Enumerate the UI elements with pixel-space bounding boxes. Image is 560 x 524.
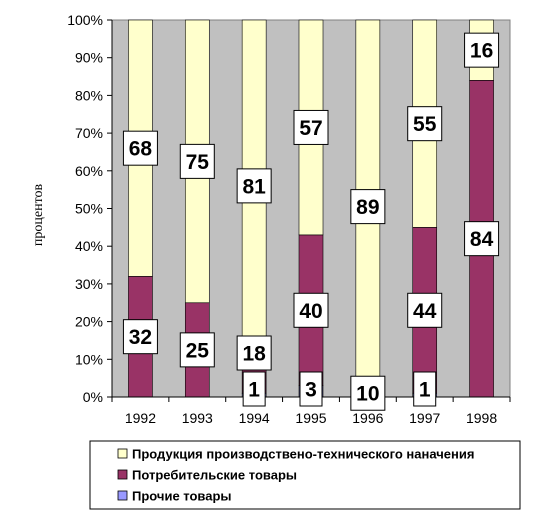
data-label-text: 57 <box>299 117 322 140</box>
x-axis-ticks: 1992 1993 1994 1995 1996 1997 1998 <box>111 397 511 426</box>
legend-label: Прочие товары <box>132 489 232 504</box>
data-label-1997-13: 1 <box>413 371 437 407</box>
y-tick-label: 0% <box>83 389 103 405</box>
data-label-1994-7: 81 <box>236 168 272 204</box>
y-tick-label: 10% <box>75 351 103 367</box>
data-label-box <box>293 109 329 145</box>
data-label-text: 89 <box>356 196 379 219</box>
legend-box <box>89 440 521 510</box>
data-label-box <box>236 168 272 204</box>
data-label-box <box>293 292 329 328</box>
data-label-text: 25 <box>186 339 210 362</box>
data-label-1998-17: 16 <box>464 32 500 68</box>
data-label-1996-12: 89 <box>350 189 386 225</box>
y-tick-label: 90% <box>75 50 103 66</box>
data-label-text: 68 <box>129 138 153 161</box>
x-tick-label: 1998 <box>466 410 497 426</box>
data-label-1998-16: 84 <box>464 221 500 257</box>
data-label-box <box>179 143 215 179</box>
data-label-text: 81 <box>242 175 266 198</box>
y-tick-label: 20% <box>75 314 103 330</box>
data-label-1994-6: 18 <box>236 335 272 371</box>
y-tick-label: 100% <box>67 12 103 28</box>
data-label-1994-5: 1 <box>242 371 266 407</box>
data-label-text: 10 <box>356 383 379 406</box>
data-label-text: 1 <box>248 379 260 402</box>
data-label-box <box>464 221 500 257</box>
data-label-box <box>122 319 158 355</box>
data-label-1997-14: 44 <box>407 292 443 328</box>
data-label-box <box>413 371 437 407</box>
data-label-box <box>350 189 386 225</box>
x-tick-label: 1993 <box>182 410 213 426</box>
data-label-1992-1: 32 <box>122 319 158 355</box>
legend-swatch <box>117 490 128 501</box>
y-tick-label: 70% <box>75 125 103 141</box>
data-label-box <box>407 292 443 328</box>
data-label-text: 44 <box>413 300 437 323</box>
data-label-text: 18 <box>242 343 266 366</box>
legend-label: Продукция производствено-технического на… <box>132 447 474 462</box>
data-label-text: 55 <box>413 113 437 136</box>
data-label-box <box>407 106 443 142</box>
legend: Продукция производствено-технического на… <box>89 440 521 510</box>
data-label-box <box>299 371 323 407</box>
x-tick-label: 1995 <box>295 410 326 426</box>
y-axis-title: процентов <box>31 183 46 246</box>
data-label-1995-10: 57 <box>293 109 329 145</box>
data-label-1993-3: 25 <box>179 332 215 368</box>
data-label-text: 40 <box>299 300 322 323</box>
x-tick-label: 1997 <box>409 410 440 426</box>
x-tick-label: 1996 <box>352 410 383 426</box>
data-label-text: 84 <box>470 228 494 251</box>
data-label-1997-15: 55 <box>407 106 443 142</box>
data-label-1995-8: 3 <box>299 371 323 407</box>
y-tick-label: 60% <box>75 163 103 179</box>
data-label-box <box>179 332 215 368</box>
x-tick-label: 1992 <box>125 410 156 426</box>
data-label-1996-11: 10 <box>350 375 386 411</box>
data-label-1992-2: 68 <box>122 130 158 166</box>
y-tick-label: 80% <box>75 87 103 103</box>
y-axis-ticks: 0% 10% 20% 30% 40% 50% 60% 70% 80% 90% 100% <box>67 12 112 405</box>
data-label-text: 3 <box>305 379 317 402</box>
x-tick-label: 1994 <box>239 410 270 426</box>
plot-area <box>111 19 511 398</box>
y-tick-label: 30% <box>75 276 103 292</box>
data-label-box <box>122 130 158 166</box>
data-labels: 32 68 25 75 1 18 81 3 40 57 10 89 1 44 55 84 16 <box>122 32 500 411</box>
data-label-box <box>236 335 272 371</box>
data-label-text: 1 <box>419 379 431 402</box>
legend-swatch <box>117 448 128 459</box>
data-label-box <box>350 375 386 411</box>
data-label-text: 32 <box>129 326 152 349</box>
y-tick-label: 40% <box>75 238 103 254</box>
data-label-1995-9: 40 <box>293 292 329 328</box>
data-label-1993-4: 75 <box>179 143 215 179</box>
legend-label: Потребительские товары <box>132 468 297 483</box>
legend-swatch <box>117 469 128 480</box>
data-label-box <box>464 32 500 68</box>
data-label-box <box>242 371 266 407</box>
data-label-text: 16 <box>470 40 493 63</box>
y-tick-label: 50% <box>75 201 103 217</box>
data-label-text: 75 <box>186 151 210 174</box>
